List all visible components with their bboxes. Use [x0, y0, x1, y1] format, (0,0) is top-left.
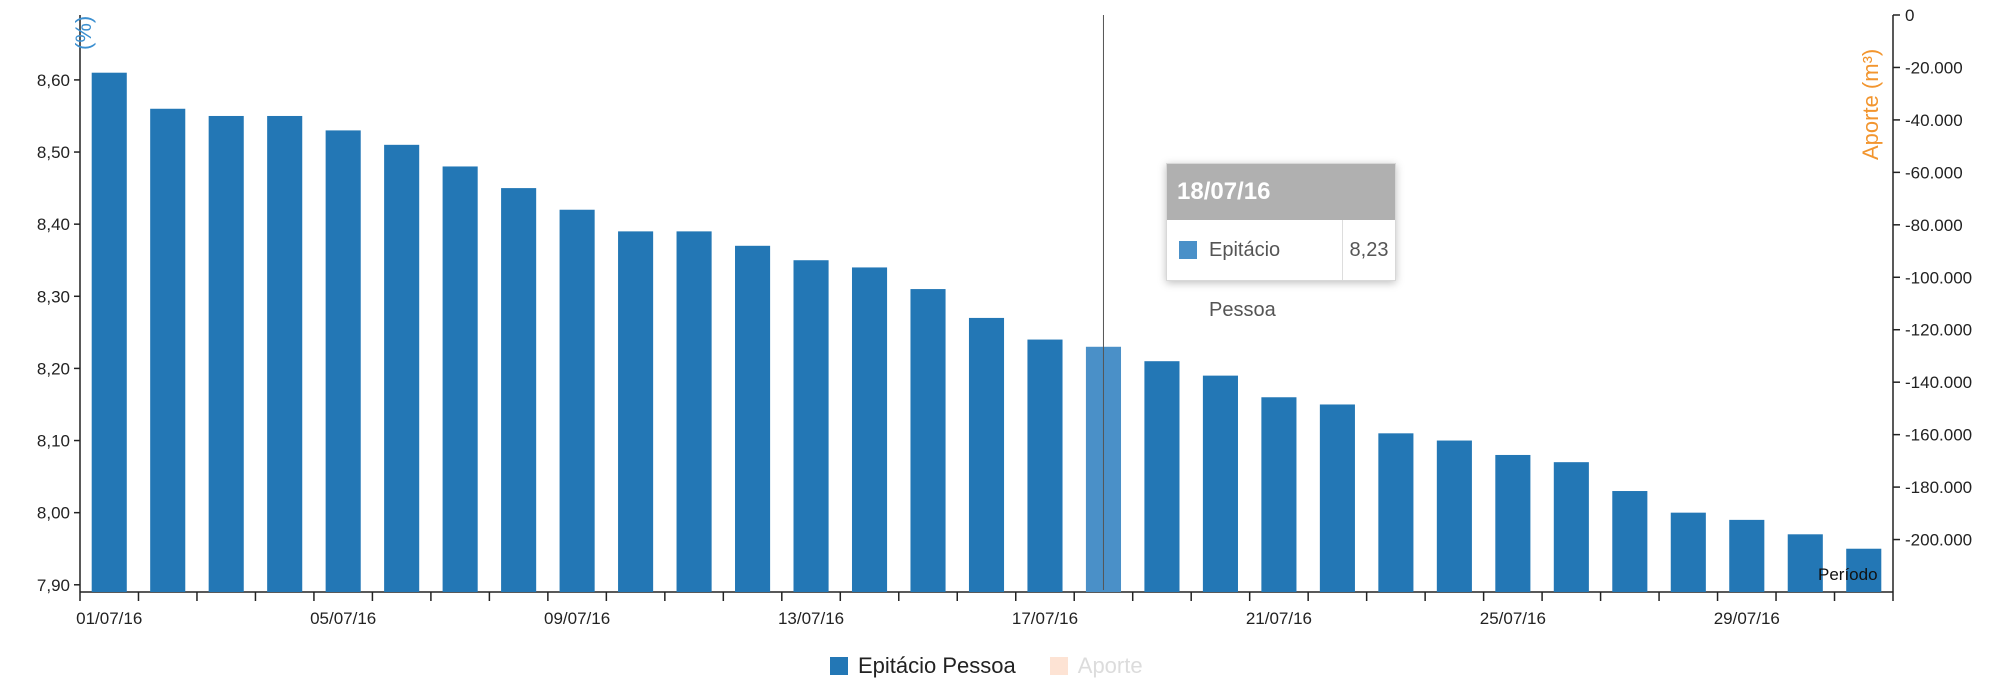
legend-item-epitacio-pessoa[interactable]: Epitácio Pessoa	[830, 653, 1016, 679]
bar	[793, 260, 829, 592]
legend-swatch-aporte	[1049, 657, 1068, 675]
bar	[501, 188, 537, 592]
data-tooltip: 18/07/16 Epitácio Pessoa 8,23	[1166, 163, 1396, 321]
bar	[1787, 534, 1823, 592]
bar	[208, 115, 244, 592]
tooltip-date: 18/07/16	[1167, 164, 1395, 220]
bar	[968, 317, 1005, 592]
right-axis-tick-label: -140.000	[1905, 373, 1972, 392]
bar	[1378, 433, 1414, 592]
left-axis-tick-label: 8,10	[37, 432, 70, 451]
right-axis-tick-label: 0	[1905, 6, 1914, 25]
bar	[1436, 440, 1472, 592]
tooltip-series-name: Epitácio Pessoa	[1209, 220, 1343, 321]
bar	[1027, 339, 1063, 592]
bar	[910, 289, 946, 592]
right-axis-tick-label: -100.000	[1905, 268, 1972, 287]
bar	[1729, 519, 1765, 592]
bar	[325, 130, 361, 592]
right-axis-tick-label: -160.000	[1905, 426, 1972, 445]
right-axis-tick-label: -120.000	[1905, 321, 1972, 340]
bar	[1144, 361, 1180, 592]
right-axis-tick-label: -20.000	[1905, 58, 1963, 77]
right-axis-tick-label: -180.000	[1905, 478, 1972, 497]
bar	[442, 166, 478, 592]
bar	[1261, 397, 1297, 592]
bar	[91, 72, 127, 592]
left-axis-tick-label: 8,50	[37, 143, 70, 162]
right-axis-title: Aporte (m³)	[1858, 49, 1883, 160]
left-axis-tick-label: 8,40	[37, 215, 70, 234]
bar	[851, 267, 888, 592]
tooltip-row: Epitácio Pessoa 8,23	[1167, 220, 1395, 321]
x-axis-tick-label: 01/07/16	[76, 609, 142, 628]
x-axis-tick-label: 21/07/16	[1246, 609, 1312, 628]
legend-item-aporte[interactable]: Aporte	[1049, 653, 1143, 679]
chart-legend: Epitácio Pessoa Aporte	[830, 653, 1143, 679]
x-axis-tick-label: 17/07/16	[1012, 609, 1078, 628]
legend-label-aporte: Aporte	[1077, 653, 1143, 678]
right-y-axis: 0 -20.000 -40.000 -60.000 -80.000 -100.000 -12…	[1892, 6, 1972, 592]
x-axis-tick-label: 29/07/16	[1714, 609, 1780, 628]
x-axis: 01/07/16 05/07/16 09/07/16 13/07/16 17/07/16…	[76, 591, 1894, 628]
x-axis-title: Período	[1818, 565, 1878, 584]
bar	[1670, 512, 1706, 592]
right-axis-tick-label: -40.000	[1905, 111, 1963, 130]
left-y-axis: 7,90 8,00 8,10 8,20 8,30 8,40 8,50 8,60	[37, 15, 81, 595]
bar	[150, 108, 186, 592]
left-axis-title: (%)	[71, 16, 96, 50]
tooltip-series-swatch	[1179, 241, 1197, 259]
bar	[1495, 454, 1531, 592]
bar	[1846, 548, 1882, 592]
bar	[559, 209, 595, 593]
bar	[1202, 375, 1238, 592]
bar	[735, 245, 771, 593]
x-axis-tick-label: 09/07/16	[544, 609, 610, 628]
left-axis-tick-label: 8,20	[37, 359, 70, 378]
left-axis-tick-label: 8,00	[37, 504, 70, 523]
x-axis-tick-label: 25/07/16	[1480, 609, 1546, 628]
x-axis-tick-label: 05/07/16	[310, 609, 376, 628]
legend-swatch-epitacio-pessoa	[830, 657, 848, 675]
bar	[1612, 491, 1648, 592]
x-axis-tick-label: 13/07/16	[778, 609, 844, 628]
left-axis-tick-label: 8,30	[37, 287, 70, 306]
right-axis-tick-label: -60.000	[1905, 163, 1963, 182]
bar	[267, 115, 303, 592]
bar	[676, 231, 712, 592]
bar	[1319, 404, 1355, 592]
tooltip-value: 8,23	[1349, 238, 1389, 261]
bar	[384, 144, 420, 592]
legend-label-epitacio-pessoa: Epitácio Pessoa	[858, 653, 1016, 678]
bar-series-epitacio-pessoa[interactable]	[91, 72, 1882, 593]
left-axis-tick-label: 7,90	[37, 576, 70, 595]
right-axis-tick-label: -80.000	[1905, 216, 1963, 235]
bar	[618, 231, 654, 592]
bar	[1553, 462, 1589, 592]
right-axis-tick-label: -200.000	[1905, 531, 1972, 550]
left-axis-tick-label: 8,60	[37, 71, 70, 90]
